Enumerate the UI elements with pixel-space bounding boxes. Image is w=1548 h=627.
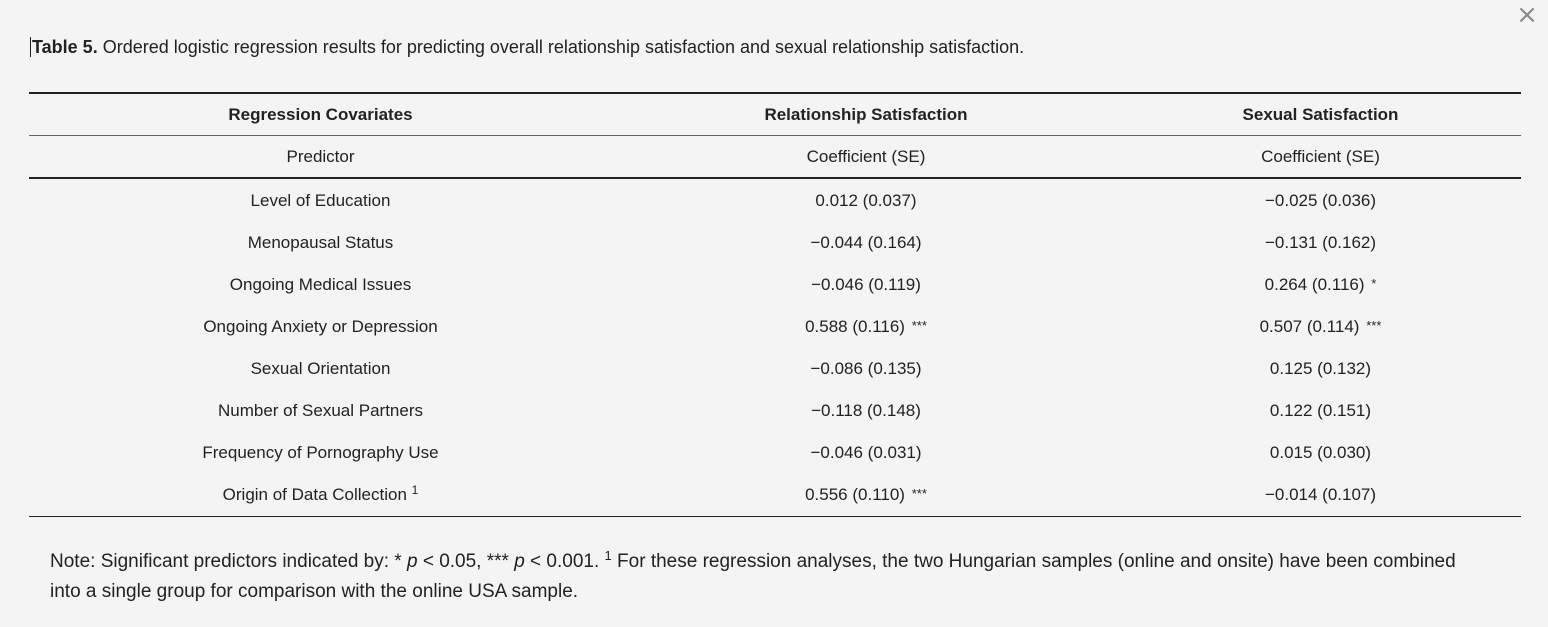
- subheader-coef-sex: Coefficient (SE): [1120, 135, 1521, 179]
- caption-label: Table 5.: [32, 37, 98, 57]
- note-p1: p: [406, 551, 418, 572]
- predictor-cell: Origin of Data Collection 1: [29, 474, 612, 517]
- header-row: Regression Covariates Relationship Satis…: [29, 92, 1521, 136]
- predictor-label: Number of Sexual Partners: [217, 401, 424, 420]
- relationship-coef: 0.588 (0.116): [805, 317, 905, 336]
- relationship-coef-cell: −0.118 (0.148): [612, 390, 1120, 432]
- predictor-cell: Ongoing Anxiety or Depression: [29, 306, 612, 348]
- relationship-coef: −0.046 (0.119): [811, 275, 921, 294]
- significance-marker: *: [1371, 276, 1377, 291]
- significance-marker: ***: [911, 318, 927, 333]
- subheader-coef-rel: Coefficient (SE): [612, 135, 1120, 179]
- header-relationship: Relationship Satisfaction: [612, 92, 1120, 136]
- relationship-coef: −0.118 (0.148): [811, 401, 921, 420]
- predictor-label: Ongoing Medical Issues: [229, 275, 412, 294]
- sexual-coef-cell: 0.264 (0.116) *: [1120, 264, 1521, 306]
- predictor-cell: Level of Education: [29, 178, 612, 222]
- table-row: Level of Education 0.012 (0.037) −0.025 (0…: [29, 178, 1521, 222]
- relationship-coef-cell: 0.012 (0.037): [612, 178, 1120, 222]
- relationship-coef-cell: −0.044 (0.164): [612, 222, 1120, 264]
- predictor-label: Ongoing Anxiety or Depression: [203, 317, 438, 336]
- sexual-coef-cell: −0.025 (0.036): [1120, 178, 1521, 222]
- sexual-coef: −0.025 (0.036): [1264, 191, 1377, 210]
- sexual-coef-cell: 0.507 (0.114) ***: [1120, 306, 1521, 348]
- table-row: Frequency of Pornography Use −0.046 (0.03…: [29, 432, 1521, 474]
- relationship-coef: 0.012 (0.037): [815, 191, 917, 210]
- note-mid1: < 0.05, ***: [417, 551, 515, 572]
- note-p2: p: [514, 551, 525, 572]
- sexual-coef: 0.125 (0.132): [1269, 359, 1372, 378]
- predictor-cell: Frequency of Pornography Use: [29, 432, 612, 474]
- text-cursor: [30, 37, 31, 57]
- subheader-predictor: Predictor: [29, 135, 612, 179]
- relationship-coef-cell: −0.046 (0.031): [612, 432, 1120, 474]
- note-mid2: < 0.001.: [524, 551, 605, 572]
- sexual-coef: 0.507 (0.114): [1259, 317, 1360, 336]
- relationship-coef-cell: −0.046 (0.119): [612, 264, 1120, 306]
- sexual-coef: 0.015 (0.030): [1269, 443, 1372, 462]
- sexual-coef: 0.264 (0.116): [1264, 275, 1365, 294]
- footnote-mark: 1: [411, 483, 419, 497]
- subheader-row: Predictor Coefficient (SE) Coefficient (…: [29, 135, 1521, 179]
- table-row: Ongoing Anxiety or Depression 0.588 (0.11…: [29, 306, 1521, 348]
- significance-marker: ***: [911, 486, 927, 501]
- predictor-cell: Menopausal Status: [29, 222, 612, 264]
- sexual-coef: −0.014 (0.107): [1264, 485, 1377, 504]
- predictor-label: Frequency of Pornography Use: [202, 443, 439, 462]
- table-note: Note: Significant predictors indicated b…: [50, 547, 1470, 607]
- header-covariates: Regression Covariates: [29, 92, 612, 136]
- close-icon[interactable]: ×: [1516, 0, 1538, 30]
- sexual-coef-cell: 0.122 (0.151): [1120, 390, 1521, 432]
- sexual-coef: 0.122 (0.151): [1269, 401, 1372, 420]
- table-row: Origin of Data Collection 1 0.556 (0.110)…: [29, 474, 1521, 517]
- table-row: Menopausal Status −0.044 (0.164) −0.131 (0…: [29, 222, 1521, 264]
- predictor-label: Sexual Orientation: [250, 359, 391, 378]
- relationship-coef-cell: 0.556 (0.110) ***: [612, 474, 1120, 517]
- header-sexual: Sexual Satisfaction: [1120, 92, 1521, 136]
- sexual-coef-cell: 0.015 (0.030): [1120, 432, 1521, 474]
- relationship-coef: 0.556 (0.110): [805, 485, 905, 504]
- predictor-cell: Sexual Orientation: [29, 348, 612, 390]
- relationship-coef: −0.046 (0.031): [810, 443, 922, 462]
- table-caption: Table 5. Ordered logistic regression res…: [30, 35, 1024, 59]
- predictor-label: Origin of Data Collection: [222, 485, 407, 504]
- relationship-coef: −0.044 (0.164): [810, 233, 922, 252]
- caption-text: Ordered logistic regression results for …: [97, 37, 1025, 57]
- note-prefix: Note: Significant predictors indicated b…: [50, 551, 407, 572]
- predictor-cell: Number of Sexual Partners: [29, 390, 612, 432]
- relationship-coef-cell: −0.086 (0.135): [612, 348, 1120, 390]
- relationship-coef-cell: 0.588 (0.116) ***: [612, 306, 1120, 348]
- table-row: Sexual Orientation −0.086 (0.135) 0.125 (0…: [29, 348, 1521, 390]
- sexual-coef: −0.131 (0.162): [1264, 233, 1377, 252]
- sexual-coef-cell: 0.125 (0.132): [1120, 348, 1521, 390]
- table-row: Ongoing Medical Issues −0.046 (0.119) 0.26…: [29, 264, 1521, 306]
- note-footnote-mark: 1: [604, 548, 612, 563]
- table-row: Number of Sexual Partners −0.118 (0.148) 0…: [29, 390, 1521, 432]
- table-body: Level of Education 0.012 (0.037) −0.025 (0…: [29, 178, 1521, 517]
- predictor-label: Level of Education: [250, 191, 391, 210]
- relationship-coef: −0.086 (0.135): [810, 359, 922, 378]
- sexual-coef-cell: −0.014 (0.107): [1120, 474, 1521, 517]
- regression-table: Regression Covariates Relationship Satis…: [29, 92, 1521, 517]
- sexual-coef-cell: −0.131 (0.162): [1120, 222, 1521, 264]
- predictor-label: Menopausal Status: [247, 233, 394, 252]
- significance-marker: ***: [1366, 318, 1382, 333]
- predictor-cell: Ongoing Medical Issues: [29, 264, 612, 306]
- note-suffix: For these regression analyses, the two H…: [50, 551, 1456, 602]
